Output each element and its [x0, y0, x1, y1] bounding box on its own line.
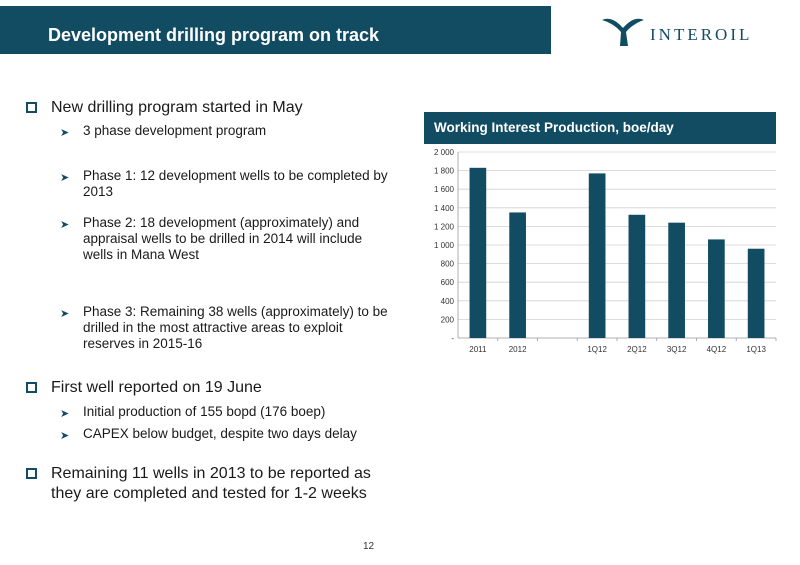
sub-bullet-text: CAPEX below budget, despite two days del…: [83, 426, 357, 441]
arrow-bullet-icon: ➤: [60, 308, 70, 320]
slide-title: Development drilling program on track: [48, 25, 380, 45]
logo-text: INTEROIL: [650, 25, 753, 44]
x-tick-label: 2Q12: [627, 345, 647, 354]
sub-bullet-text: 3 phase development program: [83, 123, 267, 138]
sub-bullet-text: Phase 1: 12 development wells to be comp…: [83, 168, 388, 199]
bullet-text: New drilling program started in May: [51, 99, 303, 116]
y-tick-label: 400: [441, 297, 455, 306]
arrow-bullet-icon: ➤: [60, 127, 70, 139]
sub-bullet-text: Initial production of 155 bopd (176 boep…: [83, 404, 326, 419]
bar: [628, 214, 646, 338]
y-tick-label: -: [451, 334, 454, 343]
arrow-bullet-icon: ➤: [60, 430, 70, 442]
arrow-bullet-icon: ➤: [60, 408, 70, 420]
bullet-text: Remaining 11 wells in 2013 to be reporte…: [51, 465, 371, 502]
checkbox-bullet-icon: [26, 382, 37, 393]
x-tick-label: 3Q12: [667, 345, 687, 354]
checkbox-bullet-icon: [26, 468, 37, 479]
y-tick-label: 600: [441, 278, 455, 287]
y-tick-label: 1 800: [434, 167, 455, 176]
bar: [708, 239, 725, 338]
arrow-bullet-icon: ➤: [60, 219, 70, 231]
bar: [668, 222, 685, 338]
checkbox-bullet-icon: [26, 102, 37, 113]
x-tick-label: 1Q13: [746, 345, 766, 354]
x-tick-label: 4Q12: [707, 345, 727, 354]
y-tick-label: 1 600: [434, 185, 455, 194]
y-tick-label: 1 200: [434, 222, 455, 231]
sub-bullet-text: Phase 2: 18 development (approximately) …: [83, 215, 363, 262]
bar: [469, 167, 487, 338]
bullet-text: First well reported on 19 June: [51, 379, 262, 396]
y-tick-label: 1 000: [434, 241, 455, 250]
x-tick-label: 2011: [469, 345, 487, 354]
bar: [588, 173, 606, 338]
y-tick-label: 800: [441, 260, 455, 269]
chart-title: Working Interest Production, boe/day: [434, 120, 674, 135]
title-bar: Development drilling program on track: [0, 6, 551, 54]
page-number: 12: [363, 541, 375, 552]
bar: [747, 248, 765, 338]
x-tick-label: 1Q12: [587, 345, 607, 354]
arrow-bullet-icon: ➤: [60, 172, 70, 184]
y-tick-label: 200: [441, 315, 455, 324]
whale-tail-icon: [602, 18, 644, 46]
chart-title-bar: Working Interest Production, boe/day: [424, 112, 776, 144]
x-tick-label: 2012: [509, 345, 527, 354]
bar: [509, 212, 526, 338]
sub-bullet-text: Phase 3: Remaining 38 wells (approximate…: [83, 304, 388, 351]
production-bar-chart: - 200 400 600 800 1 000 1 200 1 400 1 600 1 800 2 …: [434, 148, 777, 354]
interoil-logo: INTEROIL: [598, 12, 768, 52]
y-tick-label: 2 000: [434, 148, 455, 157]
y-tick-label: 1 400: [434, 204, 455, 213]
